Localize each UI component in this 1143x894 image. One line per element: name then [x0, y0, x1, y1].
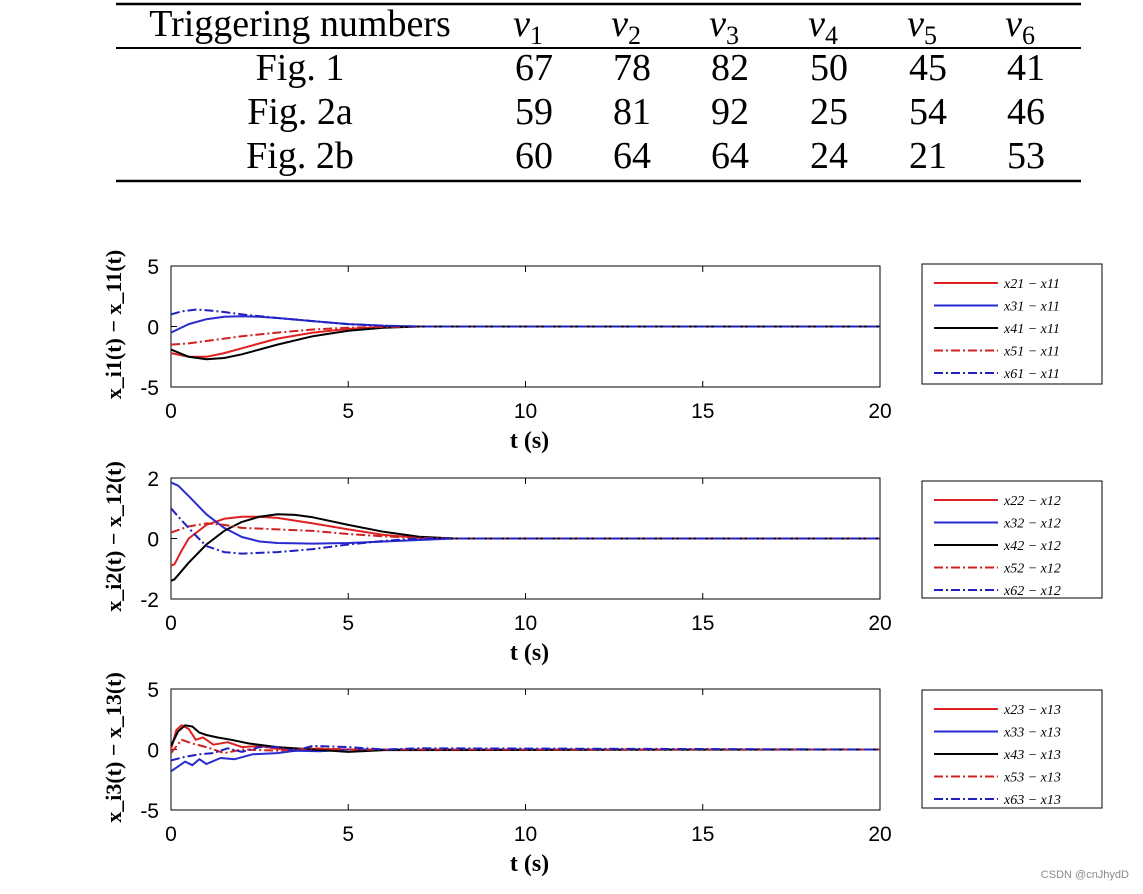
legend-label: x23 − x13	[1003, 703, 1061, 718]
legend: x23 − x13 x33 − x13 x43 − x13 x53 − x13 x63 …	[921, 689, 1103, 809]
table-row-label: Fig. 1	[256, 47, 345, 89]
table-cell: 46	[1007, 91, 1045, 133]
table-cell: 41	[1007, 47, 1045, 89]
x-tick-label: 10	[514, 823, 537, 846]
series-line	[171, 724, 880, 753]
series-line	[171, 325, 880, 346]
legend-label: x22 − x12	[1003, 494, 1061, 509]
x-axis-label: t (s)	[510, 851, 549, 877]
legend-label: x52 − x12	[1003, 562, 1061, 577]
table-header-label: Triggering numbers	[149, 3, 451, 45]
y-tick-label: -5	[140, 800, 159, 823]
x-tick-label: 0	[165, 400, 177, 423]
series-line	[171, 513, 880, 582]
table-cell: 78	[613, 47, 651, 89]
table-cell: 25	[810, 91, 848, 133]
chart-panel: 0 5 10 15 20 5 0 -5 t (s) x_i1(t) − x_11(t) x21 − …	[101, 250, 1103, 454]
table-header-var: v2	[611, 3, 641, 50]
watermark-text: CSDN @cnJhydD	[1040, 869, 1129, 881]
legend-label: x61 − x11	[1003, 367, 1060, 382]
y-axis-label: x_i2(t) − x_12(t)	[101, 461, 126, 612]
table-cell: 82	[711, 47, 749, 89]
legend-label: x41 − x11	[1003, 322, 1060, 337]
table-header-var: v1	[513, 3, 543, 50]
legend-label: x62 − x12	[1003, 584, 1061, 599]
series-line	[171, 738, 880, 755]
x-tick-label: 0	[165, 612, 177, 635]
table-cell: 45	[909, 47, 947, 89]
triggering-table: Triggering numbers v1 v2 v3 v4 v5 v6 Fig. 1 67 78…	[116, 2, 1081, 183]
x-tick-label: 5	[342, 612, 354, 635]
series-line	[171, 308, 880, 328]
table-cell: 64	[711, 135, 749, 177]
series-line	[171, 481, 880, 545]
x-tick-label: 10	[514, 400, 537, 423]
legend-label: x53 − x13	[1003, 771, 1061, 786]
table-cell: 67	[515, 47, 553, 89]
table-cell: 21	[909, 135, 947, 177]
table-cell: 54	[909, 91, 947, 133]
legend-label: x42 − x12	[1003, 539, 1061, 554]
x-tick-label: 5	[342, 400, 354, 423]
legend-label: x51 − x11	[1003, 345, 1060, 360]
y-axis-label: x_i3(t) − x_13(t)	[101, 672, 126, 823]
table-cell: 24	[810, 135, 848, 177]
y-tick-label: 2	[147, 468, 159, 491]
x-tick-label: 15	[691, 400, 714, 423]
x-axis-label: t (s)	[510, 428, 549, 454]
x-tick-label: 15	[691, 612, 714, 635]
table-row-label: Fig. 2b	[246, 135, 354, 177]
legend: x21 − x11 x31 − x11 x41 − x11 x51 − x11 x61 …	[921, 263, 1103, 385]
table-header-subscript: 6	[1022, 21, 1035, 50]
y-tick-label: 5	[147, 679, 159, 702]
table-cell: 64	[613, 135, 651, 177]
table-header-var: v3	[709, 3, 739, 50]
x-tick-label: 0	[165, 823, 177, 846]
x-tick-label: 20	[868, 400, 891, 423]
table-header-subscript: 3	[726, 21, 739, 50]
table-header-subscript: 5	[924, 21, 937, 50]
y-tick-label: 0	[147, 740, 159, 763]
table-cell: 53	[1007, 135, 1045, 177]
x-tick-label: 15	[691, 823, 714, 846]
x-axis-label: t (s)	[510, 640, 549, 666]
legend: x22 − x12 x32 − x12 x42 − x12 x52 − x12 x62 …	[921, 480, 1103, 599]
x-tick-label: 10	[514, 612, 537, 635]
chart-panel: 0 5 10 15 20 5 0 -5 t (s) x_i3(t) − x_13(t) x23 − …	[101, 672, 1103, 877]
x-tick-label: 20	[868, 612, 891, 635]
table-cell: 81	[613, 91, 651, 133]
table-header-var: v4	[808, 3, 838, 50]
table-header-var: v5	[907, 3, 937, 50]
table-cell: 92	[711, 91, 749, 133]
series-line	[171, 744, 880, 762]
y-tick-label: 0	[147, 529, 159, 552]
legend-label: x32 − x12	[1003, 517, 1061, 532]
legend-label: x31 − x11	[1003, 300, 1060, 315]
legend-label: x63 − x13	[1003, 793, 1061, 808]
y-tick-label: 0	[147, 317, 159, 340]
y-tick-label: 5	[147, 256, 159, 279]
x-tick-label: 20	[868, 823, 891, 846]
y-axis-label: x_i1(t) − x_11(t)	[101, 250, 126, 399]
table-header-subscript: 4	[825, 21, 838, 50]
table-header-var: v6	[1005, 3, 1035, 50]
legend-label: x21 − x11	[1003, 277, 1060, 292]
legend-label: x43 − x13	[1003, 748, 1061, 763]
y-tick-label: -5	[140, 377, 159, 400]
table-cell: 59	[515, 91, 553, 133]
series-line	[171, 507, 880, 555]
table-cell: 60	[515, 135, 553, 177]
series-line	[171, 325, 880, 361]
table-header-subscript: 1	[530, 21, 543, 50]
table-row-label: Fig. 2a	[247, 91, 353, 133]
y-tick-label: -2	[140, 589, 159, 612]
table-header-subscript: 2	[628, 21, 641, 50]
table-cell: 50	[810, 47, 848, 89]
legend-label: x33 − x13	[1003, 726, 1061, 741]
x-tick-label: 5	[342, 823, 354, 846]
